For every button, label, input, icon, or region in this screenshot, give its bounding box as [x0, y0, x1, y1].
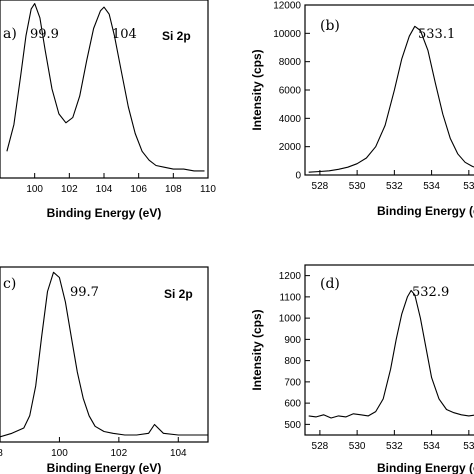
- panel-d-xtick-label: 534: [423, 441, 440, 452]
- panel-a-xlabel: Binding Energy (eV): [47, 206, 162, 220]
- panel-c-xtick-label: 104: [170, 448, 187, 459]
- panel-a-peak-1: 104: [112, 27, 137, 42]
- panel-b-ytick-label: 4000: [279, 114, 302, 125]
- panel-c-label: c): [3, 276, 16, 292]
- panel-b-ytick-label: 10000: [273, 29, 301, 40]
- panel-b: 528 530 532 534 53 0 2000 4000 6000 8000 10000 120…: [250, 1, 474, 218]
- panel-c: 8 100 102 104 c) Si 2p 99.7 Binding Energy …: [0, 266, 209, 474]
- panel-b-ytick-label: 12000: [273, 1, 301, 12]
- panel-b-yticks: 0 2000 4000 6000 8000 10000 12000: [273, 1, 310, 182]
- panel-c-frame: [0, 266, 209, 443]
- panel-b-xtick-label: 534: [423, 181, 440, 192]
- panel-d-ytick-label: 800: [284, 356, 301, 367]
- panel-c-xticks: 8 100 102 104: [0, 437, 187, 459]
- panel-d-xtick-label: 530: [349, 441, 366, 452]
- panel-d-ytick-label: 900: [284, 335, 301, 346]
- panel-d-ytick-label: 600: [284, 399, 301, 410]
- panel-a-xtick-label: 106: [130, 184, 147, 195]
- panel-a-xticks: 100 102 104 106 108 110: [26, 173, 216, 195]
- panel-d-ytick-label: 700: [284, 377, 301, 388]
- panel-b-xticks: 528 530 532 534 53: [312, 170, 474, 192]
- panel-d-ytick-label: 500: [284, 420, 301, 431]
- panel-b-xtick-label: 530: [349, 181, 366, 192]
- panel-c-peak-0: 99.7: [70, 285, 99, 300]
- panel-b-ytick-label: 8000: [279, 57, 302, 68]
- panel-a-xtick-label: 110: [200, 184, 216, 195]
- panel-a-xtick-label: 104: [96, 184, 113, 195]
- panel-a-xtick-label: 102: [61, 184, 78, 195]
- panel-b-peak-0: 533.1: [418, 27, 455, 42]
- panel-d-label: (d): [320, 276, 340, 292]
- panel-d-yticks: 500 600 700 800 900 1000 1100 1200: [279, 271, 310, 431]
- panel-d: 528 530 532 534 53 500 600 700 800 900 1000 1100 12…: [250, 264, 474, 474]
- panel-d-ylabel: Intensity (cps): [250, 309, 264, 390]
- panel-b-xtick-label: 528: [312, 181, 329, 192]
- panel-a-label: a): [3, 26, 17, 42]
- panel-b-ylabel: Intensity (cps): [250, 49, 264, 130]
- panel-a-series-label: Si 2p: [162, 29, 191, 43]
- panel-d-peak-0: 532.9: [412, 285, 449, 300]
- panel-d-xticks: 528 530 532 534 53: [312, 430, 474, 452]
- panel-b-xtick-label: 532: [386, 181, 403, 192]
- panel-a: 100 102 104 106 108 110 a) Si 2p 99.9 104 Bin…: [0, 0, 216, 220]
- panel-c-trace: [0, 271, 208, 438]
- panel-d-frame: [304, 264, 474, 436]
- panel-c-series-label: Si 2p: [164, 287, 193, 301]
- panel-b-xlabel: Binding Energy (e: [377, 204, 474, 218]
- panel-c-xtick-label: 102: [111, 448, 128, 459]
- panel-b-trace: [308, 25, 474, 173]
- panel-d-xtick-label: 532: [386, 441, 403, 452]
- panel-a-xtick-label: 100: [26, 184, 43, 195]
- panel-b-ytick-label: 6000: [279, 86, 302, 97]
- panel-a-xtick-label: 108: [165, 184, 182, 195]
- panel-d-ytick-label: 1000: [279, 314, 302, 325]
- panel-b-ytick-label: 0: [295, 171, 301, 182]
- panel-d-xlabel: Binding Energy (e: [377, 461, 474, 474]
- panel-d-xtick-label: 528: [312, 441, 329, 452]
- panel-c-xlabel: Binding Energy (eV): [47, 461, 162, 474]
- panel-a-trace: [6, 3, 205, 172]
- panel-a-peak-0: 99.9: [30, 27, 59, 42]
- panel-b-xtick-label: 53: [463, 181, 474, 192]
- panel-c-xtick-label: 8: [0, 448, 3, 459]
- panel-b-ytick-label: 2000: [279, 142, 302, 153]
- panel-d-trace: [308, 289, 474, 419]
- panel-d-ytick-label: 1100: [279, 292, 301, 303]
- panel-c-xtick-label: 100: [51, 448, 68, 459]
- panel-d-xtick-label: 53: [463, 441, 474, 452]
- panel-b-label: (b): [320, 18, 340, 34]
- panel-d-ytick-label: 1200: [279, 271, 302, 282]
